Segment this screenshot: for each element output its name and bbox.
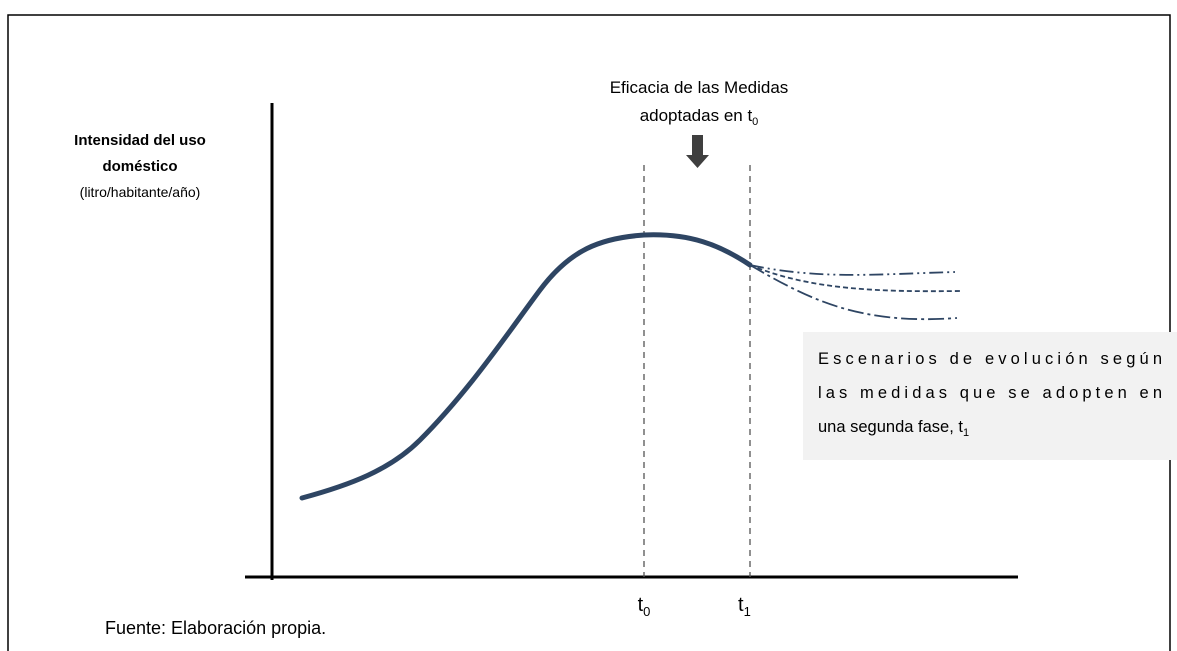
y-label-line2: doméstico (102, 158, 177, 175)
y-label-unit: (litro/habitante/año) (80, 184, 201, 200)
y-label-line1: Intensidad del uso (74, 132, 206, 149)
box-sub: 1 (963, 427, 969, 439)
tick-sub: 1 (744, 604, 751, 619)
box-text: una segunda fase, t (818, 418, 963, 436)
source: Fuente: Elaboración propia. (105, 618, 326, 638)
scenario-box (803, 332, 1177, 460)
x-tick-label: t1 (738, 594, 751, 619)
annotation-sub: 0 (752, 116, 758, 128)
annotation-text: adoptadas en t (640, 106, 753, 125)
scenario-mid (749, 264, 961, 293)
scenario-low (749, 264, 958, 321)
scenario-high (749, 264, 956, 276)
tick-sub: 0 (643, 604, 650, 619)
tick-base: t (738, 594, 744, 616)
box-line3: una segunda fase, t1 (818, 418, 969, 439)
down-arrow (686, 135, 709, 168)
usage-curve (299, 232, 753, 501)
annotation-line2: adoptadas en t0 (640, 106, 759, 128)
box-line2: las medidas que se adopten en (818, 384, 1162, 402)
tick-base: t (638, 594, 644, 616)
x-tick-label: t0 (638, 594, 651, 619)
annotation-line1: Eficacia de las Medidas (610, 78, 789, 97)
